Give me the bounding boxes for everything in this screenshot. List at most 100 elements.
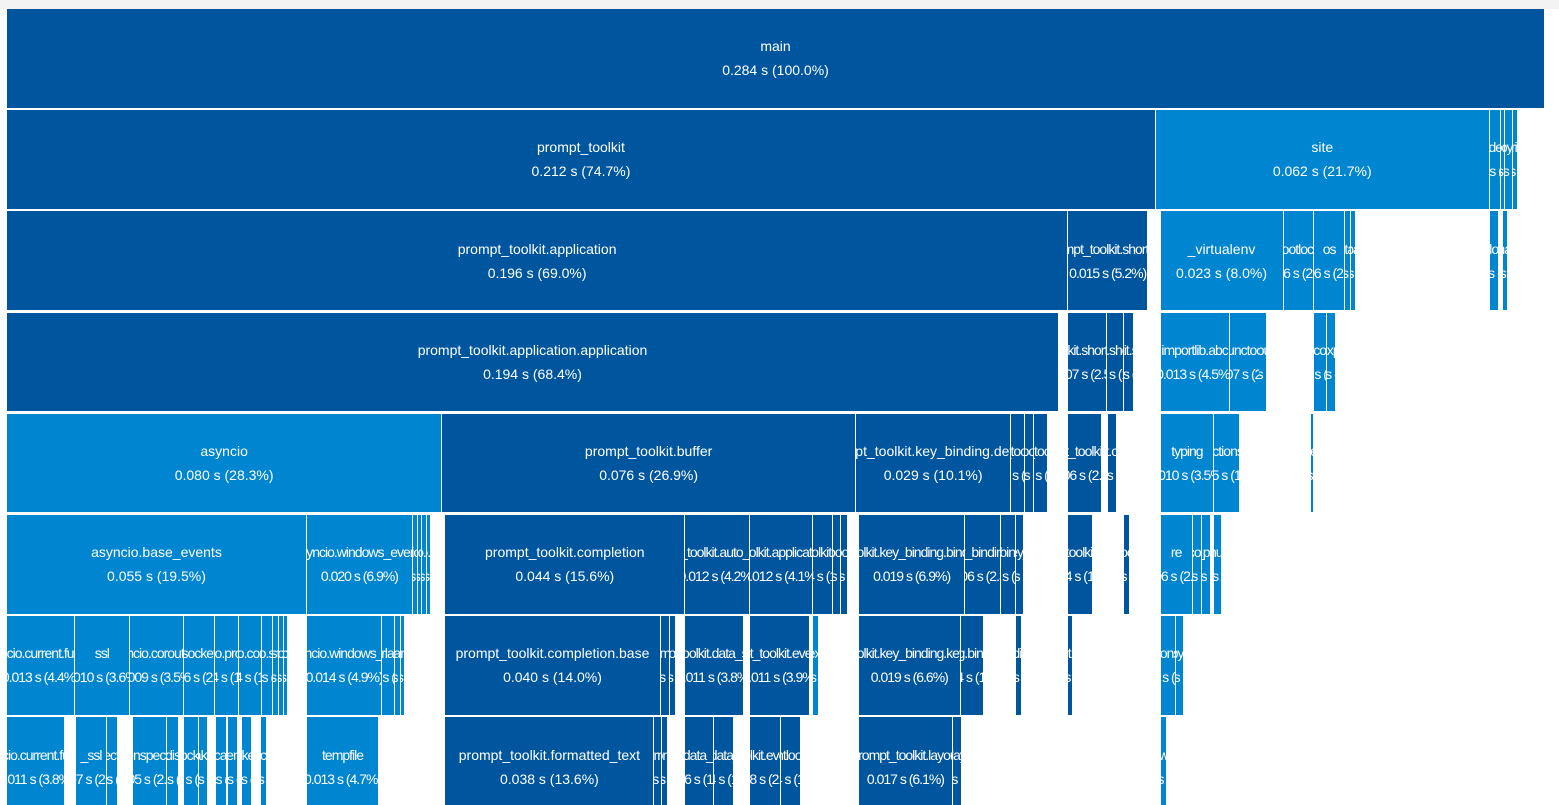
frame-asyncio[interactable]: asyncio 0.080 s (28.3%) [7,413,443,515]
frame-l6d[interactable]: asyncio.sslproto 0.002 s (0.7%) [262,616,274,717]
frame-l7l[interactable]: prompt_toolkit.formatted_text.html 0.001 … [662,717,669,805]
frame-awe[interactable]: asyncio.windows_events 0.020 s (6.9%) [306,515,414,616]
frame-ptl[interactable]: prompt_toolkit.layout 0.017 s (6.1%) [859,717,953,805]
frame-l6g[interactable]: asyncio.log0.001 s (0.3%) [283,616,289,717]
frame-l6k[interactable]: prompt_toolkit.completion.filesystem0.00… [660,616,670,717]
frame-pt[interactable]: prompt_toolkit 0.212 s (74.7%) [7,110,1156,211]
frame-l6b[interactable]: asyncio.protocols 0.004 s (1.6%) [214,616,240,717]
frame-kbd[interactable]: prompt_toolkit.key_binding.defaults 0.029… [855,413,1012,515]
frame-ptd[interactable]: prompt_toolkit.data_structures 0.011 s (3… [685,616,744,717]
frame-l4f[interactable]: collections.abc 0.005 s (1.7%) [1214,413,1241,515]
frame-l4b[interactable]: prompt_toolkit.output0.001 s (0.6%) [1025,413,1035,515]
frame-ssl[interactable]: ssl 0.010 s (3.6%) [74,616,131,717]
frame-acf[interactable]: asyncio.current.futures 0.013 s (4.4%) [7,616,75,717]
frame-comp[interactable]: prompt_toolkit.completion 0.044 s (15.6%) [445,515,686,616]
frame-l7f[interactable]: _weakrefset 0.002 s (0.6%) [199,717,209,805]
frame-abe[interactable]: asyncio.base_events 0.055 s (19.5%) [7,515,307,616]
frame-l6n[interactable]: prompt_toolkit.key_binding.bindings.name… [960,616,984,717]
frame-l5d[interactable]: asyncio.runners 0.001 s (0.3%) [426,515,432,616]
frame-l5a[interactable]: asyncio.locks0.001 s (0.3%) [413,515,418,616]
frame-l5i[interactable]: prompt_toolkit.key_binding.vi_state 0.001… [1015,515,1024,616]
frame-l2d[interactable]: fnmatch0.001 s (0.3%) [1503,211,1509,312]
frame-l5m[interactable]: sre_parse 0.001 s (0.6%) [1202,515,1212,616]
frame-pta[interactable]: prompt_toolkit.application 0.196 s (69.0%… [7,211,1069,312]
frame-l1c[interactable]: copyreg 0.001 s (0.5%) [1505,110,1513,211]
frame-typing[interactable]: typing 0.010 s (3.5%) [1160,413,1215,515]
frame-l7e[interactable]: socket 0.003 s (1.0%) [183,717,200,805]
frame-cbase[interactable]: prompt_toolkit.completion.base 0.040 s (1… [445,616,661,717]
frame-l3a[interactable]: prompt_toolkit.shortcuts.prompt 0.007 s (… [1068,312,1107,414]
frame-ptsh[interactable]: prompt_toolkit.shortcuts 0.015 s (5.2%) [1068,211,1149,312]
frame-l3d[interactable]: importlib.abc 0.013 s (4.5%) [1160,312,1230,414]
frame-l3b[interactable]: prompt_toolkit.shortcuts.dialogs 0.003 s … [1106,312,1124,414]
frame-l6e[interactable]: asyncio.staggered0.001 s (0.4%) [273,616,280,717]
frame-l7i[interactable]: token0.002 s (0.6%) [242,717,252,805]
frame-l7b[interactable]: selectors 0.002 s (0.7%) [106,717,118,805]
frame-l1d[interactable]: genericpath 0.001 s (0.3%) [1512,110,1519,211]
frame-l6r[interactable]: copyreg 0.001 s (0.5%) [1175,616,1184,717]
frame-acor[interactable]: asyncio.coroutines 0.009 s (3.5%) [130,616,184,717]
frame-pte[interactable]: prompt_toolkit.eventloop 0.011 s (3.9%) [749,616,810,717]
frame-l4e[interactable]: prompt_toolkit.cursor_shapes 0.001 s (0.6… [1108,413,1118,515]
frame-l7m[interactable]: prompt_toolkit.data_structures.point 0.00… [685,717,715,805]
frame-site[interactable]: site 0.062 s (21.7%) [1155,110,1490,211]
frame-l7g[interactable]: linecache 0.002 s (0.7%) [216,717,227,805]
frame-l7c[interactable]: inspect 0.005 s (2.2%) [133,717,167,805]
frame-l7n[interactable]: prompt_toolkit.data_structures.size 0.004… [714,717,735,805]
frame-l2c[interactable]: glob 0.001 s (0.6%) [1489,211,1499,312]
frame-l7q[interactable]: prompt_toolkit.layout.containers 0.002 s … [952,717,963,805]
frame-l5h[interactable]: prompt_toolkit.key_binding.key_processor… [1000,515,1016,616]
frame-l1b[interactable]: encodings0.001 s (0.3%) [1501,110,1505,211]
frame-l6c[interactable]: asyncio.constants 0.004 s (1.5%) [239,616,263,717]
frame-kbe[interactable]: prompt_toolkit.key_binding.bindings.emac… [965,515,1001,616]
frame-l6o[interactable]: prompt_toolkit.key_binding.bindings.comp… [1015,616,1023,717]
frame-kbbind[interactable]: prompt_toolkit.key_binding.key_bindings 0… [859,616,961,717]
frame-l7d[interactable]: dis 0.002 s (0.8%) [166,717,180,805]
frame-venv[interactable]: _virtualenv 0.023 s (8.0%) [1160,211,1284,312]
frame-l5k[interactable]: prompt_toolkit.styles0.001 s (0.4%) [1123,515,1130,616]
frame-tempfile[interactable]: tempfile 0.013 s (4.7%) [306,717,380,805]
frame-l6l[interactable]: prompt_toolkit.completion.nested0.001 s … [669,616,677,717]
frame-buffer[interactable]: prompt_toolkit.buffer 0.076 s (26.9%) [442,413,856,515]
frame-l4g[interactable]: contextlib0.001 s (0.2%) [1311,413,1315,515]
frame-l5b[interactable]: asyncio.tasks0.001 s (0.3%) [417,515,423,616]
frame-l3c[interactable]: prompt_toolkit.shortcuts.utils 0.002 s (0… [1123,312,1135,414]
frame-l2b[interactable]: ntpath0.001 s (0.3%) [1351,211,1356,312]
frame-l7p[interactable]: prompt_toolkit.eventloop.async_generator… [780,717,801,805]
frame-l3g[interactable]: sysconfig 0.002 s (0.8%) [1314,312,1327,414]
frame-appcur[interactable]: prompt_toolkit.application.current 0.012 … [749,515,813,616]
frame-pft[interactable]: prompt_toolkit.formatted_text 0.038 s (13… [445,717,655,805]
frame-l5f[interactable]: prompt_toolkit.history0.001 s (0.5%) [832,515,841,616]
frame-l1a[interactable]: codecs 0.002 s (0.8%) [1489,110,1502,211]
frame-l3f[interactable]: _sitebuiltins0.002 s (0.5%) [1258,312,1267,414]
frame-l6a[interactable]: socket 0.006 s (2.0%) [183,616,215,717]
frame-l4a[interactable]: prompt_toolkit.filters 0.002 s (0.9%) [1011,413,1026,515]
frame-l6q[interactable]: sre_constants 0.001 s (1.0%) [1160,616,1176,717]
frame-re[interactable]: re 0.006 s (2.1%) [1160,515,1193,616]
frame-main[interactable]: main 0.284 s (100.0%) [7,9,1545,110]
frame-l7h[interactable]: tokenize0.002 s (0.6%) [228,717,238,805]
frame-os[interactable]: os 0.006 s (2.0%) [1314,211,1346,312]
frame-l4c[interactable]: prompt_toolkit.input 0.002 s (0.9%) [1034,413,1049,515]
frame-l6j[interactable]: _winapi0.001 s (0.3%) [400,616,406,717]
frame-l4d[interactable]: prompt_toolkit.lexers 0.006 s (2.2%) [1068,413,1103,515]
frame-ptaa[interactable]: prompt_toolkit.application.application 0.… [7,312,1059,414]
frame-l5g[interactable]: prompt_toolkit.search 0.001 s (0.5%) [840,515,849,616]
frame-l6m[interactable]: contextvars0.001 s (0.4%) [812,616,820,717]
frame-l7o[interactable]: prompt_toolkit.eventloop.utils 0.008 s (2… [749,717,781,805]
frame-boot[interactable]: _bootlocale 0.006 s (2.0%) [1283,211,1315,312]
frame-l7j[interactable]: collections0.001 s (0.4%) [260,717,267,805]
frame-l5e[interactable]: prompt_toolkit.document 0.004 s (1.3%) [812,515,833,616]
frame-l6h[interactable]: _overlapped 0.002 s (0.8%) [382,616,395,717]
frame-l5j[interactable]: prompt_toolkit.widgets 0.004 s (1.6%) [1068,515,1093,616]
frame-l3h[interactable]: posixpath 0.001 s (0.6%) [1326,312,1336,414]
frame-l7a[interactable]: _ssl 0.007 s (2.0%) [76,717,107,805]
frame-l2a[interactable]: stat0.001 s (0.4%) [1345,211,1352,312]
frame-awu[interactable]: asyncio.windows_utils 0.014 s (4.9%) [306,616,383,717]
frame-l7k[interactable]: prompt_toolkit.formatted_text.base0.001 … [654,717,663,805]
frame-l5l[interactable]: sre_compile 0.001 s (0.6%) [1192,515,1203,616]
frame-acf2[interactable]: asyncio.current.futures 0.011 s (3.8%) [7,717,66,805]
frame-auto[interactable]: prompt_toolkit.auto_suggest 0.012 s (4.2%… [685,515,750,616]
